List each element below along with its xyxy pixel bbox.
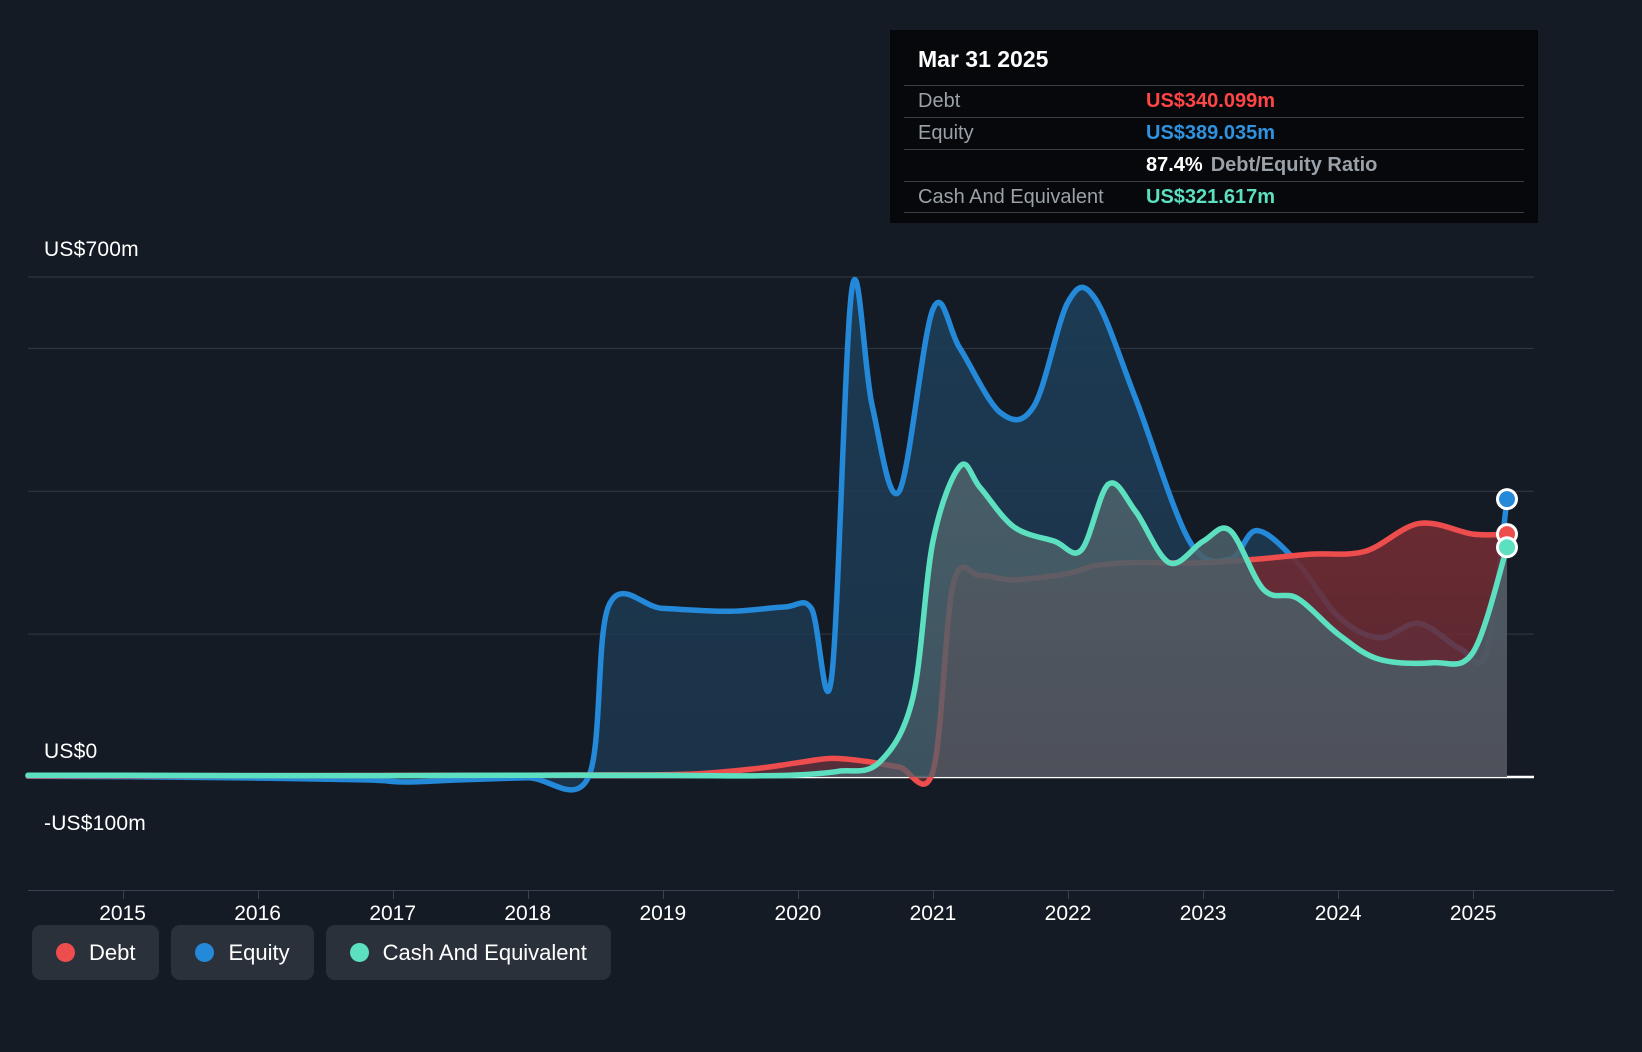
- x-axis-tick-2025: [1473, 890, 1475, 899]
- tooltip-row-cash: Cash And Equivalent US$321.617m: [904, 181, 1524, 213]
- tooltip-label-cash: Cash And Equivalent: [918, 185, 1104, 208]
- endpoint-dot-equity: [1498, 491, 1515, 508]
- y-axis-label-top: US$700m: [44, 238, 139, 261]
- endpoint-dot-cash-and-equivalent: [1498, 539, 1515, 556]
- legend-dot-cash-and-equivalent-icon: [349, 943, 369, 962]
- x-axis-year-2019: 2019: [639, 902, 687, 925]
- x-axis-year-2024: 2024: [1314, 902, 1362, 925]
- x-axis-tick-2016: [257, 890, 259, 899]
- x-axis-tick-2015: [122, 890, 124, 899]
- legend-label-debt: Debt: [89, 939, 136, 965]
- y-axis-label-zero: US$0: [44, 740, 98, 763]
- x-axis-tick-2020: [797, 890, 799, 899]
- x-axis-tick-2017: [392, 890, 394, 899]
- x-axis-year-2020: 2020: [774, 902, 822, 925]
- x-axis-tick-2023: [1203, 890, 1205, 899]
- tooltip-date: Mar 31 2025: [918, 46, 1049, 72]
- x-axis-year-2022: 2022: [1044, 902, 1092, 925]
- tooltip-value-cash: US$321.617m: [1146, 185, 1275, 208]
- legend-label-equity: Equity: [228, 939, 290, 965]
- area-fill-cash-and-equivalent: [28, 464, 1507, 777]
- chart-tooltip: Mar 31 2025 Debt US$340.099m Equity US$3…: [890, 30, 1538, 223]
- legend-item-debt[interactable]: Debt: [32, 925, 160, 980]
- x-axis-year-2017: 2017: [369, 902, 417, 925]
- tooltip-label-debt: Debt: [918, 90, 961, 112]
- x-axis-year-2023: 2023: [1179, 902, 1227, 925]
- tooltip-value-equity: US$389.035m: [1146, 122, 1275, 144]
- legend-dot-debt-icon: [56, 943, 75, 962]
- x-axis-year-2018: 2018: [504, 902, 552, 925]
- legend-item-equity[interactable]: Equity: [171, 925, 314, 980]
- tooltip-label-equity: Equity: [918, 122, 974, 144]
- legend-item-cash-and-equivalent[interactable]: Cash And Equivalent: [325, 925, 611, 980]
- x-axis-tick-2021: [932, 890, 934, 899]
- tooltip-value-ratio: 87.4%: [1146, 154, 1203, 176]
- tooltip-value-debt: US$340.099m: [1146, 90, 1275, 112]
- x-axis-tick-2019: [662, 890, 664, 899]
- chart-legend: Debt Equity Cash And Equivalent: [32, 925, 611, 980]
- x-axis-line: [28, 890, 1614, 891]
- tooltip-row-ratio: 87.4% Debt/Equity Ratio: [904, 149, 1524, 181]
- tooltip-row-equity: Equity US$389.035m: [904, 117, 1524, 149]
- legend-label-cash-and-equivalent: Cash And Equivalent: [382, 939, 587, 965]
- x-axis-tick-2022: [1068, 890, 1070, 899]
- x-axis-year-2016: 2016: [234, 902, 281, 925]
- x-axis-tick-2018: [527, 890, 529, 899]
- y-axis-label-negative: -US$100m: [44, 812, 146, 835]
- x-axis-tick-2024: [1338, 890, 1340, 899]
- legend-dot-equity-icon: [195, 943, 215, 962]
- x-axis-year-2025: 2025: [1449, 902, 1497, 925]
- x-axis-year-2015: 2015: [99, 902, 146, 925]
- series-line-cash-and-equivalent: [25, 461, 1510, 779]
- x-axis-year-2021: 2021: [909, 902, 957, 925]
- tooltip-row-debt: Debt US$340.099m: [904, 85, 1524, 117]
- tooltip-label-ratio: Debt/Equity Ratio: [1210, 154, 1378, 176]
